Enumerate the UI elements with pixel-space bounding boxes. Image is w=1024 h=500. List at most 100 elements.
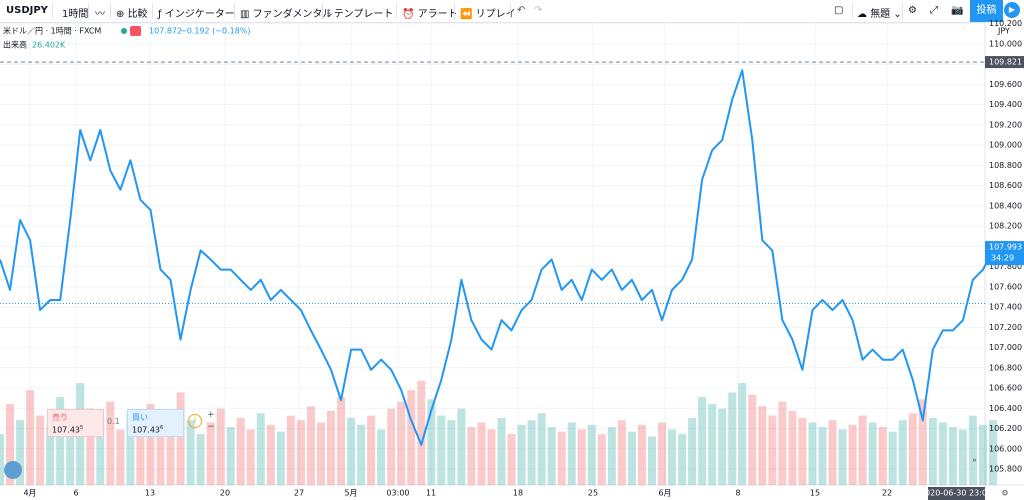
volume-bar bbox=[467, 427, 476, 485]
quantity-stepper[interactable]: + − bbox=[207, 410, 215, 432]
market-status bbox=[121, 28, 127, 34]
volume-bar bbox=[347, 417, 356, 485]
y-tick-label: 107.600 bbox=[989, 282, 1022, 291]
replay[interactable]: ⏪ リプレイ bbox=[460, 9, 516, 20]
volume-bar bbox=[878, 427, 887, 485]
chart-style[interactable]: 〰 bbox=[95, 9, 105, 20]
indicators[interactable]: ƒ インジケーター bbox=[158, 9, 235, 20]
axis-settings[interactable]: ⚙ bbox=[1001, 489, 1008, 498]
expand[interactable]: ⤢ bbox=[930, 5, 938, 16]
volume-bar bbox=[768, 415, 777, 485]
volume-bar bbox=[788, 410, 797, 485]
last-price-label: 107.993 bbox=[989, 243, 1022, 252]
volume-bar bbox=[728, 392, 737, 485]
volume-bar bbox=[978, 424, 987, 485]
volume-bar bbox=[497, 417, 506, 485]
symbol[interactable]: USDJPY bbox=[6, 5, 48, 16]
x-tick-label: 27 bbox=[294, 489, 304, 498]
volume-bar bbox=[6, 403, 15, 485]
undo[interactable]: ↶ bbox=[517, 5, 526, 16]
volume-bar bbox=[357, 424, 366, 485]
volume-bar bbox=[146, 403, 155, 485]
volume-bar bbox=[527, 420, 536, 485]
volume-bar bbox=[246, 429, 255, 485]
volume-bar bbox=[848, 424, 857, 485]
volume-bar bbox=[928, 417, 937, 485]
volume-bar bbox=[417, 380, 426, 485]
y-tick-label: 109.200 bbox=[989, 120, 1022, 129]
crosshair-box bbox=[985, 56, 1024, 69]
volume-bar bbox=[718, 408, 727, 485]
volume-bar bbox=[26, 390, 35, 485]
volume-bar bbox=[206, 422, 215, 485]
layout[interactable]: ☁ 無題 ⌄ bbox=[857, 9, 902, 20]
y-tick-label: 106.200 bbox=[989, 424, 1022, 433]
y-tick-label: 108.400 bbox=[989, 201, 1022, 210]
volume-bar bbox=[708, 403, 717, 485]
volume-bar bbox=[738, 383, 747, 485]
volume-label: 出来高 bbox=[3, 40, 27, 50]
y-tick-label: 109.000 bbox=[989, 141, 1022, 150]
y-tick-label: 109.600 bbox=[989, 80, 1022, 89]
volume-bar bbox=[888, 431, 897, 485]
alerts[interactable]: ⏰ アラート bbox=[402, 9, 458, 20]
volume-bar bbox=[216, 408, 225, 485]
volume-bar bbox=[477, 422, 486, 485]
volume-bar bbox=[136, 422, 145, 485]
snapshot[interactable]: 📷 bbox=[951, 5, 964, 16]
volume-bar bbox=[46, 427, 55, 485]
volume-bar bbox=[838, 429, 847, 485]
volume-bar bbox=[678, 434, 687, 485]
fullscreen-toggle[interactable]: ▢ bbox=[834, 5, 844, 16]
volume-bar bbox=[557, 431, 566, 485]
y-tick-label: 106.600 bbox=[989, 384, 1022, 393]
volume-bar bbox=[808, 422, 817, 485]
volume-bar bbox=[577, 429, 586, 485]
volume-bar bbox=[367, 415, 376, 485]
volume-bar bbox=[337, 397, 346, 485]
volume-bar bbox=[748, 394, 757, 485]
legend-last: 107.872 bbox=[149, 27, 182, 36]
volume-bar bbox=[16, 420, 25, 485]
toolbar: USDJPY 1時間 〰 ⊕ 比較 ƒ インジケーター ▥ ファンダメンタル ⫶… bbox=[0, 0, 1024, 23]
buy-button[interactable]: 買い 107.436 bbox=[127, 409, 184, 437]
x-tick-label: 4月 bbox=[23, 489, 36, 498]
volume-bar bbox=[567, 422, 576, 485]
volume-bar bbox=[96, 417, 105, 485]
last-price-box bbox=[985, 241, 1024, 266]
volume-bar bbox=[517, 424, 526, 485]
fundamentals[interactable]: ▥ ファンダメンタル bbox=[240, 9, 333, 20]
crosshair-time: 2020-06-30 23:00 bbox=[920, 489, 992, 498]
volume-bar bbox=[316, 422, 325, 485]
compare[interactable]: ⊕ 比較 bbox=[116, 9, 148, 20]
countdown: 34:29 bbox=[991, 254, 1014, 263]
volume-bar bbox=[0, 434, 4, 485]
x-tick-label: 5月 bbox=[344, 489, 357, 498]
redo[interactable]: ↷ bbox=[534, 5, 543, 16]
scroll-right[interactable]: » bbox=[972, 456, 977, 465]
volume-bar bbox=[587, 424, 596, 485]
volume-bar bbox=[116, 429, 125, 485]
sell-button[interactable]: 売り 107.435 bbox=[47, 409, 104, 437]
logo[interactable] bbox=[4, 461, 22, 479]
volume-bar bbox=[688, 417, 697, 485]
volume-bar bbox=[327, 410, 335, 485]
settings[interactable]: ⚙ bbox=[908, 5, 917, 16]
volume-bar bbox=[236, 417, 245, 485]
volume-bar bbox=[437, 415, 446, 485]
interval[interactable]: 1時間 bbox=[62, 9, 89, 20]
publish-button[interactable]: 投稿 bbox=[970, 0, 1003, 22]
volume-bar bbox=[989, 420, 997, 485]
volume-bar bbox=[166, 424, 175, 485]
y-tick-label: 110.200 bbox=[989, 19, 1022, 28]
templates[interactable]: ⫶ テンプレート bbox=[328, 9, 394, 20]
volume-bar bbox=[156, 415, 165, 485]
info[interactable]: i bbox=[188, 414, 202, 428]
data-problem bbox=[130, 26, 141, 36]
volume-bar bbox=[908, 413, 917, 485]
volume-bar bbox=[948, 427, 957, 485]
volume-bar bbox=[256, 413, 265, 485]
play-button[interactable]: ▶ bbox=[1004, 2, 1020, 18]
axis-unit: JPY bbox=[997, 27, 1010, 36]
